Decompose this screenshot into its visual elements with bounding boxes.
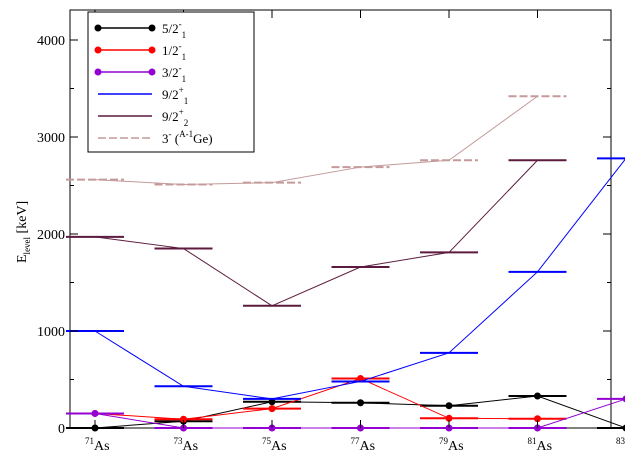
- legend-label-text: 5/2: [162, 21, 179, 36]
- legend-marker: [94, 68, 102, 76]
- x-tick-mass: 75: [262, 436, 272, 446]
- legend-label-sub: 1: [182, 52, 187, 62]
- data-point: [622, 424, 625, 432]
- x-tick-mass: 81: [528, 436, 537, 446]
- x-tick-label: 75As: [262, 436, 287, 454]
- legend-label-sup: -: [179, 63, 182, 73]
- legend-label-sub: 1: [182, 74, 187, 84]
- series-s32: [66, 395, 625, 432]
- y-tick-label: 3000: [37, 131, 65, 146]
- y-axis-label: Elevel [keV]: [15, 201, 32, 263]
- x-tick-mass: 79: [439, 436, 449, 446]
- y-axis-label-sub: level: [22, 236, 32, 254]
- legend-marker: [94, 46, 102, 54]
- legend-label-sup: +: [179, 85, 184, 95]
- legend-label-s32: 3/2-1: [162, 63, 186, 84]
- x-tick-mass: 73: [174, 436, 184, 446]
- y-tick-label: 4000: [37, 34, 65, 49]
- series-line: [94, 158, 625, 400]
- legend-marker: [94, 24, 102, 32]
- legend-label-text: 9/2: [162, 87, 179, 102]
- legend-marker: [148, 46, 156, 54]
- series-s12: [66, 375, 567, 423]
- x-tick-element: As: [183, 439, 199, 454]
- y-tick-label: 0: [58, 422, 65, 437]
- data-point: [357, 375, 364, 383]
- legend-label-sub: 2: [184, 118, 189, 128]
- legend: 5/2-11/2-13/2-19/2+19/2+23- (A-1Ge): [87, 11, 255, 153]
- series-s92a: [66, 157, 625, 400]
- x-tick-mass: 83: [616, 436, 625, 446]
- legend-label-text: 3/2: [162, 65, 179, 80]
- series-s92b: [66, 159, 567, 307]
- legend-label-s52: 5/2-1: [162, 19, 186, 40]
- legend-label-sup: -: [179, 41, 182, 51]
- x-tick-element: As: [360, 439, 376, 454]
- data-point: [357, 399, 364, 407]
- legend-label-extra-sup: A-1: [179, 129, 193, 139]
- x-tick-mass: 77: [351, 436, 361, 446]
- y-axis-label-main: E: [15, 254, 30, 263]
- legend-label-text: 1/2: [162, 43, 179, 58]
- legend-label-sup: +: [179, 107, 184, 117]
- legend-label-sub: 1: [182, 30, 187, 40]
- legend-label-s92b: 9/2+2: [162, 107, 188, 128]
- y-tick-label: 1000: [37, 325, 65, 340]
- x-tick-label: 77As: [351, 436, 376, 454]
- x-tick-label: 71As: [85, 436, 110, 454]
- legend-box: [87, 11, 255, 153]
- legend-marker: [148, 68, 156, 76]
- legend-label-sup: -: [179, 19, 182, 29]
- legend-label-extra-end: Ge): [193, 131, 213, 146]
- x-tick-label: 83As: [616, 436, 625, 454]
- series-line: [94, 95, 538, 186]
- legend-label-s12: 1/2-1: [162, 41, 186, 62]
- data-point: [268, 398, 276, 406]
- legend-label-s3ge: 3- (A-1Ge): [162, 129, 213, 146]
- legend-label-sub: 1: [184, 96, 189, 106]
- x-tick-label: 73As: [174, 436, 199, 454]
- legend-label-text: 9/2: [162, 109, 179, 124]
- series-line: [94, 159, 538, 307]
- series-s3ge: [66, 95, 567, 186]
- x-tick-mass: 71: [85, 436, 94, 446]
- legend-label-s92a: 9/2+1: [162, 85, 188, 106]
- legend-label-text: 3: [162, 131, 169, 146]
- data-point: [445, 414, 453, 422]
- legend-marker: [148, 24, 156, 32]
- data-point: [622, 395, 625, 403]
- y-tick-label: 2000: [37, 228, 65, 243]
- legend-label-sup: -: [169, 129, 172, 139]
- x-tick-element: As: [448, 439, 464, 454]
- series-s52: [66, 392, 625, 432]
- data-point: [445, 402, 453, 410]
- y-axis-label-unit: [keV]: [15, 201, 30, 237]
- data-point: [534, 392, 541, 400]
- x-tick-element: As: [537, 439, 553, 454]
- data-point: [180, 415, 187, 423]
- data-point: [91, 409, 99, 417]
- x-tick-label: 79As: [439, 436, 464, 454]
- x-tick-element: As: [94, 439, 110, 454]
- data-point: [268, 405, 276, 413]
- x-tick-element: As: [271, 439, 287, 454]
- legend-label-extra: (: [172, 131, 180, 146]
- data-point: [534, 415, 541, 423]
- x-tick-label: 81As: [528, 436, 553, 454]
- series-line: [94, 377, 538, 420]
